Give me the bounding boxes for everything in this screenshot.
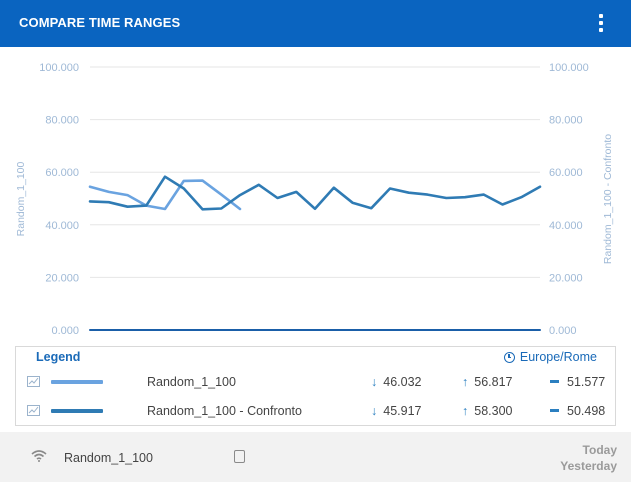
max-value: 58.300 <box>474 404 513 418</box>
left-tick-label: 40.000 <box>45 220 79 232</box>
series-avg: 51.577 <box>550 375 605 389</box>
arrow-down-icon: ↓ <box>371 404 378 418</box>
right-axis-label: Random_1_100 - Confronto <box>602 134 614 264</box>
series-swatch <box>51 409 103 413</box>
average-icon <box>550 380 559 384</box>
timezone-selector[interactable]: Europe/Rome <box>503 350 597 364</box>
right-tick-label: 60.000 <box>549 167 583 179</box>
series-max: ↑ 56.817 <box>462 375 512 389</box>
series-min: ↓ 45.917 <box>371 404 421 418</box>
legend-row: Random_1_100 - Confronto ↓ 45.917 ↑ 58.300… <box>16 401 615 423</box>
page-title: COMPARE TIME RANGES <box>19 15 181 30</box>
legend-row: Random_1_100 ↓ 46.032 ↑ 56.817 51.577 <box>16 372 615 394</box>
left-tick-label: 60.000 <box>45 167 79 179</box>
left-tick-label: 0.000 <box>51 325 79 337</box>
max-value: 56.817 <box>474 375 513 389</box>
chart-toggle-icon[interactable] <box>27 376 40 387</box>
series-line <box>88 179 242 211</box>
series-swatch <box>51 380 103 384</box>
device-icon[interactable] <box>234 450 245 463</box>
left-tick-label: 100.000 <box>39 62 79 74</box>
wifi-icon <box>31 450 47 462</box>
timezone-label: Europe/Rome <box>519 350 597 364</box>
left-axis-label: Random_1_100 <box>15 161 27 236</box>
series-name: Random_1_100 <box>147 375 236 389</box>
line-chart: 100.000 80.000 60.000 40.000 20.000 0.000 100.… <box>0 47 631 345</box>
series-name: Random_1_100 - Confronto <box>147 404 302 418</box>
avg-value: 51.577 <box>567 375 606 389</box>
right-tick-label: 0.000 <box>549 325 577 337</box>
right-tick-label: 20.000 <box>549 272 583 284</box>
left-tick-label: 80.000 <box>45 115 79 127</box>
app-header: COMPARE TIME RANGES <box>0 0 631 47</box>
chart-toggle-icon[interactable] <box>27 405 40 416</box>
chart-canvas: 100.000 80.000 60.000 40.000 20.000 0.000 100.… <box>15 62 614 337</box>
series-line <box>88 175 542 211</box>
arrow-down-icon: ↓ <box>371 375 378 389</box>
range-today[interactable]: Today <box>582 443 617 457</box>
right-tick-label: 80.000 <box>549 115 583 127</box>
series-avg: 50.498 <box>550 404 605 418</box>
range-yesterday[interactable]: Yesterday <box>560 459 617 473</box>
average-icon <box>550 409 559 413</box>
min-value: 45.917 <box>383 404 422 418</box>
series-max: ↑ 58.300 <box>462 404 512 418</box>
arrow-up-icon: ↑ <box>462 404 469 418</box>
legend-panel: Legend Europe/Rome Random_1_100 ↓ 46.032 … <box>15 346 616 426</box>
arrow-up-icon: ↑ <box>462 375 469 389</box>
series-min: ↓ 46.032 <box>371 375 421 389</box>
left-tick-label: 20.000 <box>45 272 79 284</box>
right-tick-label: 100.000 <box>549 62 589 74</box>
min-value: 46.032 <box>383 375 422 389</box>
footer-bar: Random_1_100 Today Yesterday <box>0 432 631 482</box>
source-name: Random_1_100 <box>64 451 153 465</box>
clock-icon <box>503 351 515 363</box>
kebab-menu-icon[interactable] <box>594 13 608 33</box>
avg-value: 50.498 <box>567 404 606 418</box>
right-tick-label: 40.000 <box>549 220 583 232</box>
legend-title: Legend <box>36 350 81 364</box>
